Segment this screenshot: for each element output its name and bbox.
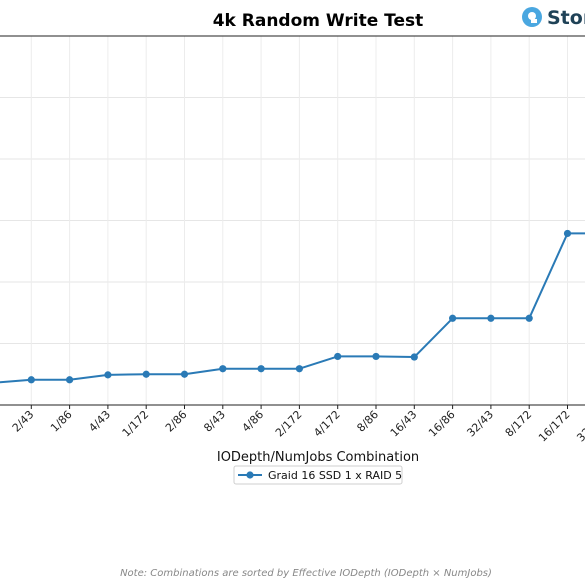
series-line: [0, 232, 585, 384]
plot-frame: [0, 35, 585, 406]
x-tick-label: 4/43: [86, 408, 113, 435]
data-point: [487, 314, 495, 322]
data-point: [449, 314, 457, 322]
x-tick-label: 32/172: [574, 408, 585, 445]
x-tick-label: 2/172: [273, 408, 305, 440]
data-point: [563, 229, 572, 238]
x-tick-label: 4/172: [311, 408, 343, 440]
x-axis-label: IODepth/NumJobs Combination: [217, 450, 419, 465]
data-point: [66, 376, 74, 384]
x-tick-label: 8/172: [503, 408, 535, 440]
data-point: [219, 365, 227, 373]
data-point: [334, 352, 342, 361]
x-tick-label: 1/86: [48, 408, 75, 435]
legend: Graid 16 SSD 1 x RAID 5: [233, 465, 403, 485]
x-tick-label: 8/86: [354, 408, 381, 435]
x-tick-label: 32/43: [464, 408, 496, 440]
data-point: [142, 370, 150, 378]
x-ticks: 1/1722/431/864/431/1722/868/434/862/1724…: [10, 405, 585, 445]
legend-marker: [246, 471, 254, 479]
data-point: [372, 352, 380, 361]
chart-title: 4k Random Write Test: [213, 11, 424, 31]
footnote: Note: Combinations are sorted by Effecti…: [120, 568, 492, 579]
brand-logo: Stora: [522, 7, 585, 29]
storagereview-logo-icon: [522, 7, 542, 27]
x-tick-label: 2/43: [10, 408, 37, 435]
x-tick-label: 16/43: [388, 408, 420, 440]
brand-name: Stora: [547, 7, 585, 29]
data-point: [257, 365, 265, 373]
x-tick-label: 16/172: [536, 408, 573, 445]
data-point: [104, 371, 112, 379]
grid: [0, 36, 585, 405]
x-tick-label: 4/86: [240, 408, 267, 435]
data-point: [410, 353, 418, 361]
x-tick-label: 16/86: [426, 408, 458, 440]
series: [0, 229, 585, 384]
data-point: [525, 314, 533, 322]
x-tick-label: 8/43: [201, 408, 228, 435]
x-tick-label: 2/86: [163, 408, 190, 435]
data-point: [295, 365, 303, 373]
data-point: [27, 376, 35, 384]
data-point: [180, 370, 189, 378]
x-tick-label: 1/172: [120, 408, 152, 440]
legend-label: Graid 16 SSD 1 x RAID 5: [268, 469, 402, 482]
